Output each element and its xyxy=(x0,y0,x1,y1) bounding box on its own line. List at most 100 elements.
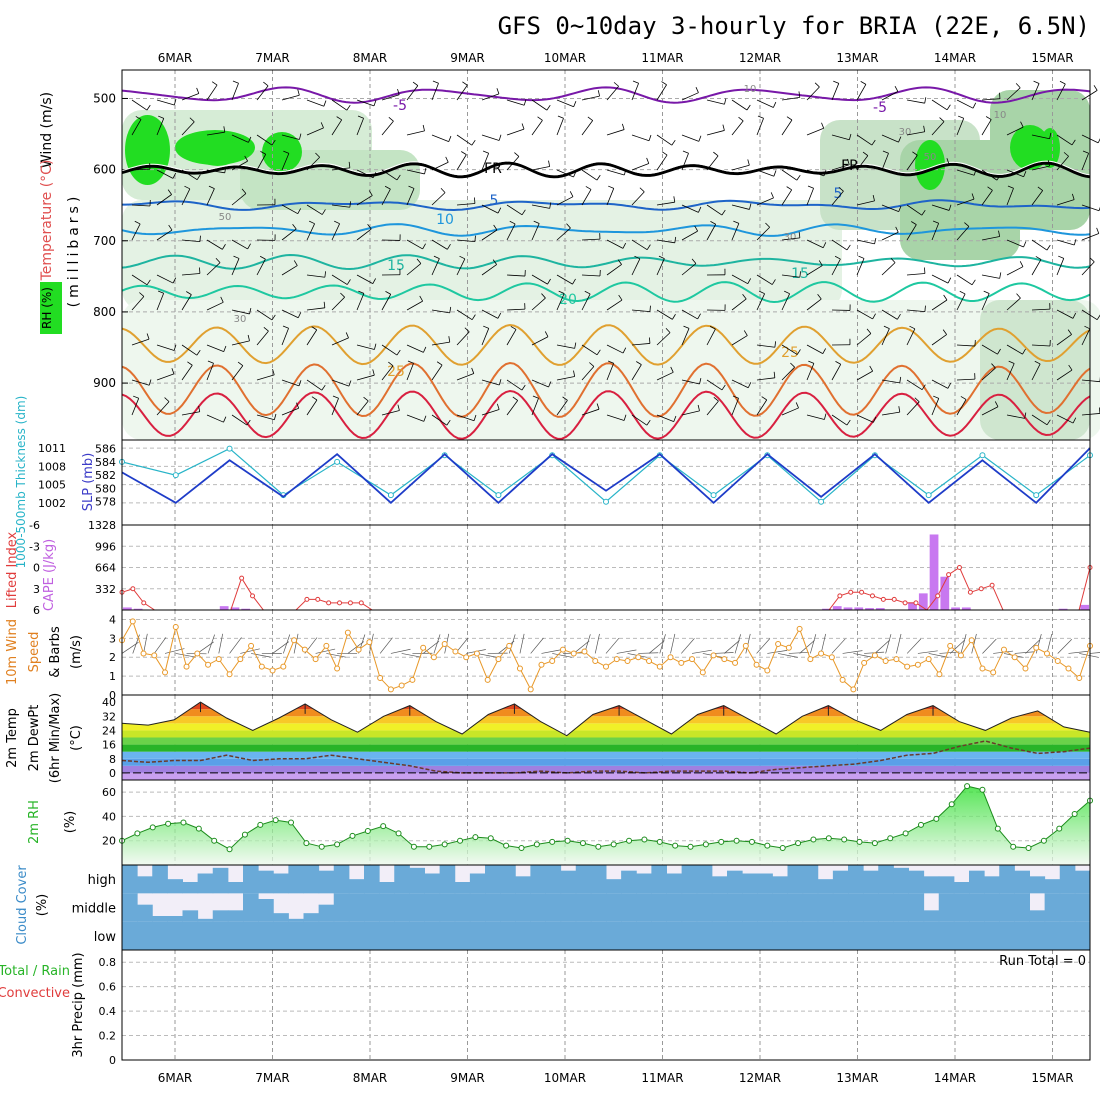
cloud-bar-high xyxy=(500,865,516,893)
top-date-label: 15MAR xyxy=(1031,51,1073,65)
wind-barb-flag xyxy=(462,82,467,85)
wind10-barb xyxy=(810,634,815,653)
wind-barb xyxy=(732,121,743,135)
cloud-bar-high xyxy=(757,874,773,894)
rh-line-point xyxy=(980,787,985,792)
wind10-barb xyxy=(638,653,658,654)
wind-barb-flag xyxy=(474,198,475,204)
wind-barb-flag xyxy=(200,236,201,242)
wind-barb xyxy=(1057,240,1074,245)
wind-barb xyxy=(157,100,174,105)
wind10-speed-line-point xyxy=(625,659,630,664)
lifted-index-tick-label: 0 xyxy=(33,562,40,575)
wind-barb xyxy=(207,85,217,100)
wind10-barb xyxy=(907,639,921,654)
bottom-date-label: 14MAR xyxy=(934,1071,976,1085)
rh-line-point xyxy=(934,816,939,821)
bottom-date-label: 10MAR xyxy=(544,1071,586,1085)
cloud-bar-middle xyxy=(878,893,894,921)
wind-barb-flag xyxy=(413,82,418,86)
wind10-tick-label: 4 xyxy=(109,613,116,626)
rh-line-point xyxy=(150,825,155,830)
lifted-index-point xyxy=(990,583,994,587)
wind10-barb xyxy=(283,635,289,654)
lifted-index-point xyxy=(914,601,918,605)
rh-line-point xyxy=(888,836,893,841)
cloud-bar-low xyxy=(183,922,199,950)
wind-barb-flag xyxy=(787,117,792,120)
wind-barb-flag xyxy=(797,175,800,180)
wind10-speed-line xyxy=(122,621,1090,689)
upper-unit-label: (millibars) xyxy=(66,193,82,308)
rh-line-point xyxy=(949,802,954,807)
rh-line-point xyxy=(857,839,862,844)
rh-line-point xyxy=(719,839,724,844)
temp-contour-label: -5 xyxy=(393,98,407,114)
cloud-bar-middle xyxy=(470,893,486,921)
wind10-speed-line-point xyxy=(743,643,748,648)
cloud-bar-high xyxy=(379,882,395,893)
wind-barb-flag xyxy=(608,186,614,188)
cloud-bar-middle xyxy=(984,893,1000,921)
wind-barb-flag xyxy=(433,81,439,83)
wind-barb-flag xyxy=(973,103,976,108)
cloud-bar-high xyxy=(576,865,592,893)
cloud-bar-middle xyxy=(440,893,456,921)
wind-barb xyxy=(582,121,593,135)
cloud-bar-high xyxy=(198,874,214,894)
wind10-speed-line-point xyxy=(410,677,415,682)
thickness-line-point xyxy=(173,473,178,478)
wind-barb xyxy=(907,274,925,275)
wind-barb-flag xyxy=(586,186,591,189)
cloud-bar-middle xyxy=(379,893,395,921)
wind10-speed-line-point xyxy=(926,657,931,662)
cloud-bar-high xyxy=(167,879,183,893)
cloud-bar-middle xyxy=(848,893,864,921)
wind10-speed-line-point xyxy=(1034,645,1039,650)
wind10-barb xyxy=(821,634,826,653)
wind10-speed-line-point xyxy=(614,657,619,662)
rh-line-point xyxy=(580,841,585,846)
wind10-barb xyxy=(230,637,242,653)
cloud-bar-low xyxy=(999,922,1015,950)
wind10-speed-line-point xyxy=(582,649,587,654)
wind-barb-flag xyxy=(984,291,989,293)
slp-line xyxy=(122,448,1090,503)
cloud-bar-low xyxy=(924,922,940,950)
rh-line-point xyxy=(504,843,509,848)
cloud-bar-low xyxy=(878,922,894,950)
wind-barb xyxy=(707,130,724,135)
cloud-bar-low xyxy=(530,922,546,950)
rh-line-point xyxy=(918,822,923,827)
wind10-speed-line-point xyxy=(550,659,555,664)
wind10-speed-line-point xyxy=(206,662,211,667)
cloud-bar-low xyxy=(198,922,214,950)
rh-line-point xyxy=(473,835,478,840)
temp-unit-label: (°C) xyxy=(69,725,84,751)
cloud-bar-high xyxy=(1030,876,1046,893)
wind-barb xyxy=(1082,262,1094,275)
cape-tick-label: 332 xyxy=(95,583,116,596)
wind10-speed-line-point xyxy=(474,651,479,656)
wind10-barb xyxy=(843,651,863,654)
thickness-line xyxy=(122,449,1090,502)
wind-barb xyxy=(1007,267,1023,275)
wind10-barb xyxy=(757,639,770,654)
cloud-bar-high xyxy=(546,865,562,893)
cloud-bar-high xyxy=(803,865,819,893)
wind10-speed-line-point xyxy=(184,664,189,669)
cloud-bar-middle xyxy=(893,893,909,921)
wind10-barb xyxy=(982,639,996,653)
thickness-line-point xyxy=(496,493,501,498)
cloud-bar-middle xyxy=(334,893,350,921)
wind10-speed-line-point xyxy=(507,643,512,648)
top-date-label: 13MAR xyxy=(836,51,878,65)
wind-barb-flag xyxy=(263,82,268,86)
wind10-speed-line-point xyxy=(851,687,856,692)
wind-barb-flag xyxy=(558,116,564,118)
wind10-speed-line-point xyxy=(485,677,490,682)
wind10-speed-line-point xyxy=(636,655,641,660)
wind-barb xyxy=(657,85,667,100)
cloud-bar-middle xyxy=(364,893,380,921)
precip-tick-label: 0 xyxy=(109,1054,116,1067)
